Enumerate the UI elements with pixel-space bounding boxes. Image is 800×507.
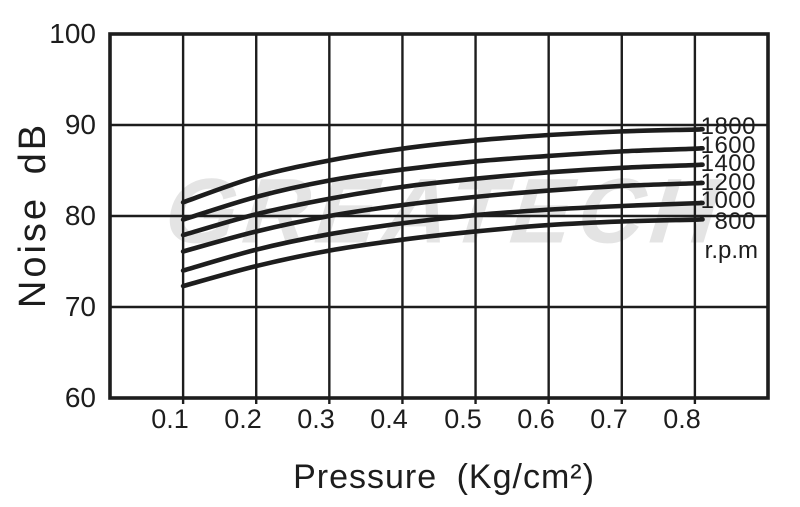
legend-label-800: 800 [714, 207, 756, 235]
x-tick-label-0-2: 0.2 [224, 404, 262, 434]
x-tick-label-0-1: 0.1 [151, 404, 189, 434]
x-tick-label-0-3: 0.3 [297, 404, 335, 434]
legend-label-1200: 1200 [700, 168, 756, 196]
legend-label-1800: 1800 [700, 113, 756, 140]
x-tick-label-0-8: 0.8 [663, 404, 701, 434]
y-tick-label-60: 60 [64, 382, 96, 413]
y-tick-label-100: 100 [49, 18, 96, 49]
x-axis-title: Pressure (Kg/cm²) [293, 458, 595, 496]
y-tick-label-70: 70 [64, 291, 96, 322]
x-tick-label-0-4: 0.4 [370, 404, 408, 434]
x-tick-label-0-7: 0.7 [590, 404, 628, 434]
y-axis-title: Noise dB [12, 121, 54, 309]
legend-label-1400: 1400 [700, 150, 756, 177]
y-tick-label-80: 80 [64, 200, 96, 231]
x-tick-label-0-5: 0.5 [444, 404, 482, 434]
legend-label-1000: 1000 [700, 187, 756, 214]
x-tick-label-0-6: 0.6 [517, 404, 555, 434]
legend-label-1600: 1600 [700, 131, 756, 159]
legend-unit-rpm: r.p.m [704, 237, 758, 264]
y-tick-label-90: 90 [64, 109, 96, 140]
